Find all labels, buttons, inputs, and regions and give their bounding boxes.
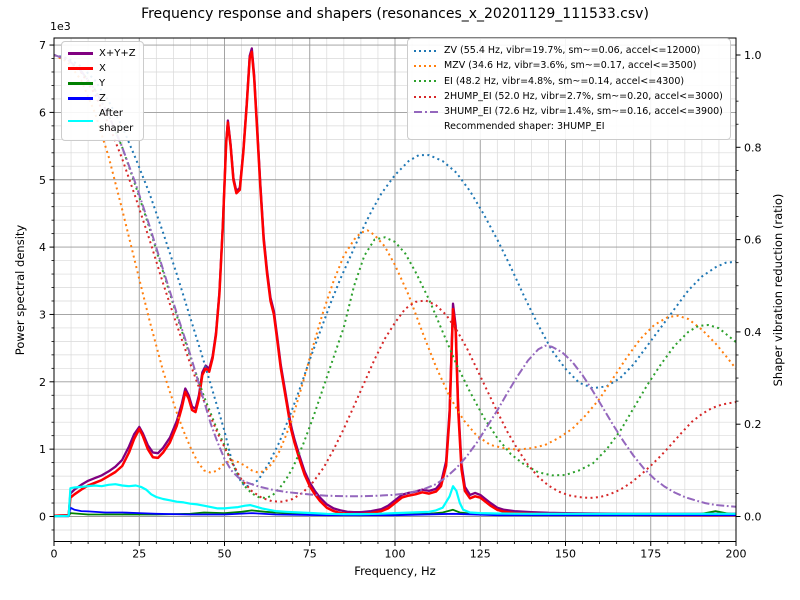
- psd-legend-line-sample: [68, 52, 93, 55]
- x-tick-label: 125: [470, 548, 491, 561]
- y-left-tick-label: 4: [39, 241, 46, 254]
- shaper-legend-line-sample: [414, 80, 438, 83]
- x-tick-label: 75: [303, 548, 317, 561]
- psd-legend: X+Y+Z X Y Z After shaper: [61, 41, 144, 141]
- x-tick-label: 50: [218, 548, 232, 561]
- series-Z: [54, 506, 736, 518]
- shaper-legend-line-sample: [414, 49, 438, 52]
- y-right-tick-label: 1.0: [744, 49, 762, 62]
- shaper-legend: ZV (55.4 Hz, vibr=19.7%, sm~=0.06, accel…: [407, 38, 731, 140]
- shaper-legend-item: EI (48.2 Hz, vibr=4.8%, sm~=0.14, accel<…: [414, 74, 723, 89]
- shaper-legend-item: ZV (55.4 Hz, vibr=19.7%, sm~=0.06, accel…: [414, 43, 723, 58]
- y-left-tick-label: 1: [39, 443, 46, 456]
- left-y-axis-label: Power spectral density: [13, 224, 27, 356]
- series-EI: [54, 54, 736, 499]
- x-tick-label: 0: [51, 548, 58, 561]
- series-X: [54, 50, 736, 518]
- psd-legend-item: X: [68, 61, 136, 76]
- y-left-tick-label: 5: [39, 174, 46, 187]
- x-tick-label: 25: [132, 548, 146, 561]
- y-right-tick-label: 0.4: [744, 326, 762, 339]
- grid-minor: [54, 38, 736, 542]
- x-tick-label: 175: [640, 548, 661, 561]
- shaper-legend-label: 3HUMP_EI (72.6 Hz, vibr=1.4%, sm~=0.16, …: [444, 106, 723, 118]
- psd-legend-label: X+Y+Z: [99, 48, 136, 59]
- psd-legend-item: Z: [68, 91, 136, 106]
- y-right-tick-label: 0.8: [744, 141, 762, 154]
- y-right-tick-label: 0.0: [744, 511, 762, 524]
- psd-legend-line-sample: [68, 97, 93, 100]
- recommended-shaper-note: Recommended shaper: 3HUMP_EI: [444, 121, 605, 133]
- psd-legend-label: Z: [99, 93, 106, 104]
- y-right-tick-label: 0.2: [744, 418, 762, 431]
- shaper-legend-label: MZV (34.6 Hz, vibr=3.6%, sm~=0.17, accel…: [444, 60, 697, 72]
- shaper-legend-item: MZV (34.6 Hz, vibr=3.6%, sm~=0.17, accel…: [414, 58, 723, 73]
- series-2HUMP-EI: [54, 54, 736, 503]
- x-tick-label: 200: [726, 548, 747, 561]
- y-left-tick-label: 0: [39, 511, 46, 524]
- psd-legend-label: Y: [99, 78, 106, 89]
- y-right-tick-label: 0.6: [744, 234, 762, 247]
- shaper-legend-item: 2HUMP_EI (52.0 Hz, vibr=2.7%, sm~=0.20, …: [414, 89, 723, 104]
- y-left-tick-label: 7: [39, 39, 46, 52]
- psd-legend-label: After shaper: [99, 108, 134, 134]
- series-ZV: [54, 54, 736, 488]
- psd-legend-label: X: [99, 63, 106, 74]
- shaper-legend-line-sample: [414, 110, 438, 113]
- x-axis-label: Frequency, Hz: [354, 564, 436, 578]
- shaper-legend-label: EI (48.2 Hz, vibr=4.8%, sm~=0.14, accel<…: [444, 75, 685, 87]
- right-y-axis-label: Shaper vibration reduction (ratio): [771, 193, 785, 387]
- y-left-tick-label: 3: [39, 308, 46, 321]
- psd-legend-item: After shaper: [68, 106, 136, 136]
- axis-ticks: [49, 44, 741, 546]
- chart-title: Frequency response and shapers (resonanc…: [141, 6, 649, 22]
- shaper-legend-label: 2HUMP_EI (52.0 Hz, vibr=2.7%, sm~=0.20, …: [444, 90, 723, 102]
- shaper-legend-line-sample: [414, 64, 438, 67]
- shaper-legend-label: ZV (55.4 Hz, vibr=19.7%, sm~=0.06, accel…: [444, 45, 701, 56]
- series-3HUMP-EI: [54, 54, 736, 508]
- psd-legend-line-sample: [68, 119, 93, 123]
- shaper-legend-line-sample: [414, 95, 438, 98]
- x-tick-label: 150: [555, 548, 576, 561]
- series-After-shaper: [54, 483, 736, 518]
- psd-legend-item: X+Y+Z: [68, 46, 136, 61]
- psd-legend-line-sample: [68, 82, 93, 85]
- psd-legend-item: Y: [68, 76, 136, 91]
- y-left-tick-label: 6: [39, 106, 46, 119]
- axis-tick-labels: 0 25 50 75 100 125 150 175 200 0 1 2 3 4 5 6 7 0.0 0.2 0.4 0…: [39, 39, 762, 560]
- y-left-tick-label: 2: [39, 376, 46, 389]
- x-tick-label: 100: [385, 548, 406, 561]
- shaper-legend-item: 3HUMP_EI (72.6 Hz, vibr=1.4%, sm~=0.16, …: [414, 104, 723, 119]
- series: [54, 47, 736, 518]
- psd-legend-line-sample: [68, 67, 93, 70]
- y-axis-offset-label: 1e3: [50, 20, 71, 33]
